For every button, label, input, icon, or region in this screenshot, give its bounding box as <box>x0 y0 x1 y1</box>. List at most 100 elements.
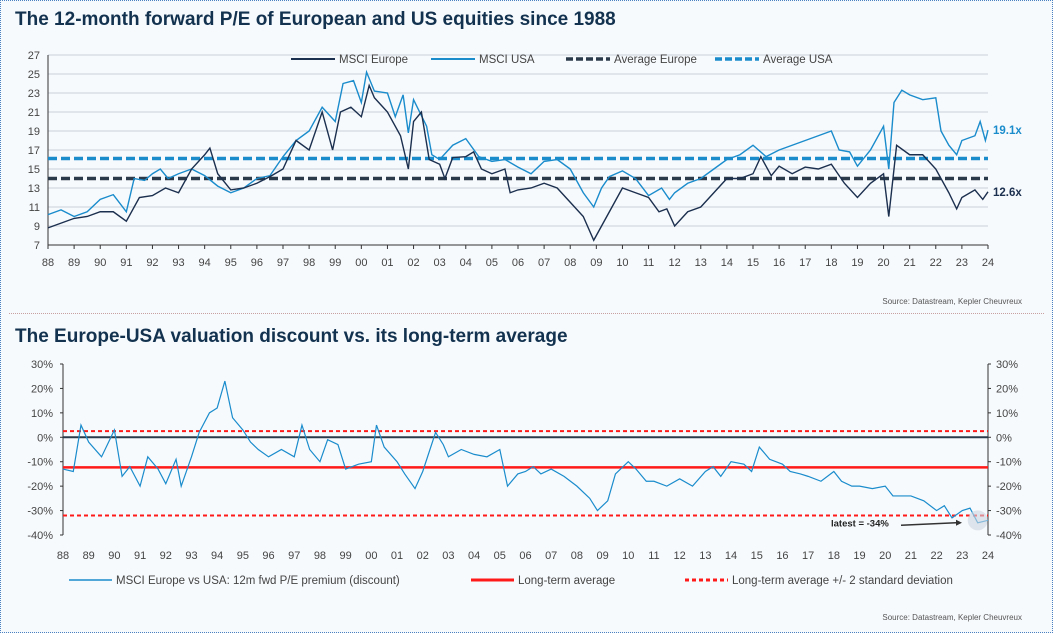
left-y-tick-label: 20% <box>31 383 53 395</box>
right-y-tick-label: -10% <box>996 457 1022 469</box>
x-tick-label: 06 <box>512 257 524 269</box>
legend-label: Long-term average <box>518 575 615 587</box>
right-y-tick-label: 10% <box>996 408 1018 420</box>
x-tick-label: 12 <box>669 257 681 269</box>
x-tick-label: 98 <box>314 550 326 562</box>
y-tick-label: 11 <box>29 202 40 214</box>
x-tick-label: 92 <box>146 257 158 269</box>
x-tick-label: 94 <box>199 257 211 269</box>
pe-chart: 7 9 11 13 15 17 19 21 23 25 27 88 89 90 91 92 93 94 95 96 97… <box>28 50 1023 269</box>
x-tick-label: 94 <box>211 550 223 562</box>
y-tick-label: 7 <box>34 240 40 252</box>
x-tick-label: 13 <box>695 257 707 269</box>
x-tick-label: 04 <box>460 257 472 269</box>
x-tick-label: 19 <box>851 257 863 269</box>
y-tick-label: 23 <box>28 88 40 100</box>
x-tick-label: 16 <box>773 257 785 269</box>
y-tick-label: 15 <box>28 164 40 176</box>
x-tick-label: 90 <box>94 257 106 269</box>
premium-series-line <box>62 380 989 524</box>
end-value-label: 12.6x <box>993 187 1022 199</box>
x-tick-label: 02 <box>417 550 429 562</box>
left-y-tick-label: -30% <box>27 506 53 518</box>
x-tick-label: 15 <box>747 257 759 269</box>
x-tick-label: 91 <box>134 550 146 562</box>
y-tick-label: 13 <box>28 183 40 195</box>
y-tick-label: 27 <box>28 50 40 62</box>
x-tick-label: 10 <box>622 550 634 562</box>
chart2-source: Source: Datastream, Kepler Cheuvreux <box>882 613 1022 622</box>
x-tick-label: 11 <box>643 257 654 269</box>
x-tick-label: 03 <box>442 550 454 562</box>
x-tick-label: 05 <box>486 257 498 269</box>
right-y-tick-label: 20% <box>996 383 1018 395</box>
x-tick-label: 09 <box>596 550 608 562</box>
x-tick-label: 96 <box>262 550 274 562</box>
right-y-tick-label: -40% <box>996 530 1022 542</box>
x-tick-label: 23 <box>956 257 968 269</box>
x-tick-label: 88 <box>42 257 54 269</box>
x-tick-label: 95 <box>237 550 249 562</box>
right-y-tick-label: -20% <box>996 481 1022 493</box>
arrow-head <box>956 519 962 526</box>
y-tick-label: 19 <box>28 126 40 138</box>
latest-highlight <box>967 510 988 531</box>
x-tick-label: 93 <box>185 550 197 562</box>
x-tick-label: 00 <box>355 257 367 269</box>
x-tick-label: 11 <box>648 550 659 562</box>
y-tick-label: 9 <box>34 221 40 233</box>
legend-label: Average USA <box>763 54 833 66</box>
x-tick-label: 24 <box>982 550 994 562</box>
right-y-tick-label: -30% <box>996 506 1022 518</box>
end-value-label: 19.1x <box>993 125 1022 137</box>
x-tick-label: 22 <box>930 550 942 562</box>
x-tick-label: 07 <box>545 550 557 562</box>
y-tick-label: 25 <box>28 69 40 81</box>
x-tick-label: 03 <box>434 257 446 269</box>
x-tick-label: 88 <box>57 550 69 562</box>
x-tick-label: 89 <box>83 550 95 562</box>
x-tick-label: 14 <box>725 550 737 562</box>
x-tick-label: 12 <box>674 550 686 562</box>
x-tick-label: 19 <box>853 550 865 562</box>
left-y-tick-label: 10% <box>31 408 53 420</box>
x-tick-label: 10 <box>616 257 628 269</box>
x-tick-label: 01 <box>391 550 403 562</box>
x-tick-label: 98 <box>303 257 315 269</box>
x-tick-label: 16 <box>776 550 788 562</box>
x-tick-label: 21 <box>904 257 916 269</box>
x-tick-label: 17 <box>802 550 814 562</box>
x-tick-label: 13 <box>699 550 711 562</box>
left-y-tick-label: 0% <box>37 432 53 444</box>
x-tick-label: 97 <box>277 257 289 269</box>
x-tick-label: 15 <box>751 550 763 562</box>
legend-label: Average Europe <box>614 54 697 66</box>
x-tick-label: 08 <box>564 257 576 269</box>
x-tick-label: 17 <box>799 257 811 269</box>
x-tick-label: 95 <box>225 257 237 269</box>
y-tick-label: 17 <box>28 145 40 157</box>
left-y-tick-label: -40% <box>27 530 53 542</box>
x-tick-label: 00 <box>365 550 377 562</box>
chart1-source: Source: Datastream, Kepler Cheuvreux <box>882 297 1022 306</box>
x-tick-label: 91 <box>120 257 132 269</box>
divider <box>9 313 1044 314</box>
annotation-arrow <box>900 522 957 526</box>
x-tick-label: 05 <box>494 550 506 562</box>
legend-label: MSCI Europe <box>339 54 408 66</box>
legend-label: MSCI Europe vs USA: 12m fwd P/E premium … <box>116 575 400 587</box>
left-y-tick-label: 30% <box>31 359 53 371</box>
x-tick-label: 99 <box>340 550 352 562</box>
chart2-title: The Europe-USA valuation discount vs. it… <box>15 326 568 347</box>
x-tick-label: 21 <box>905 550 917 562</box>
legend-label: MSCI USA <box>479 54 535 66</box>
x-tick-label: 89 <box>68 257 80 269</box>
series-line-usa <box>47 69 989 218</box>
x-tick-label: 20 <box>879 550 891 562</box>
x-tick-label: 22 <box>930 257 942 269</box>
x-tick-label: 18 <box>828 550 840 562</box>
x-tick-label: 01 <box>381 257 393 269</box>
x-tick-label: 04 <box>468 550 480 562</box>
left-y-tick-label: -20% <box>27 481 53 493</box>
